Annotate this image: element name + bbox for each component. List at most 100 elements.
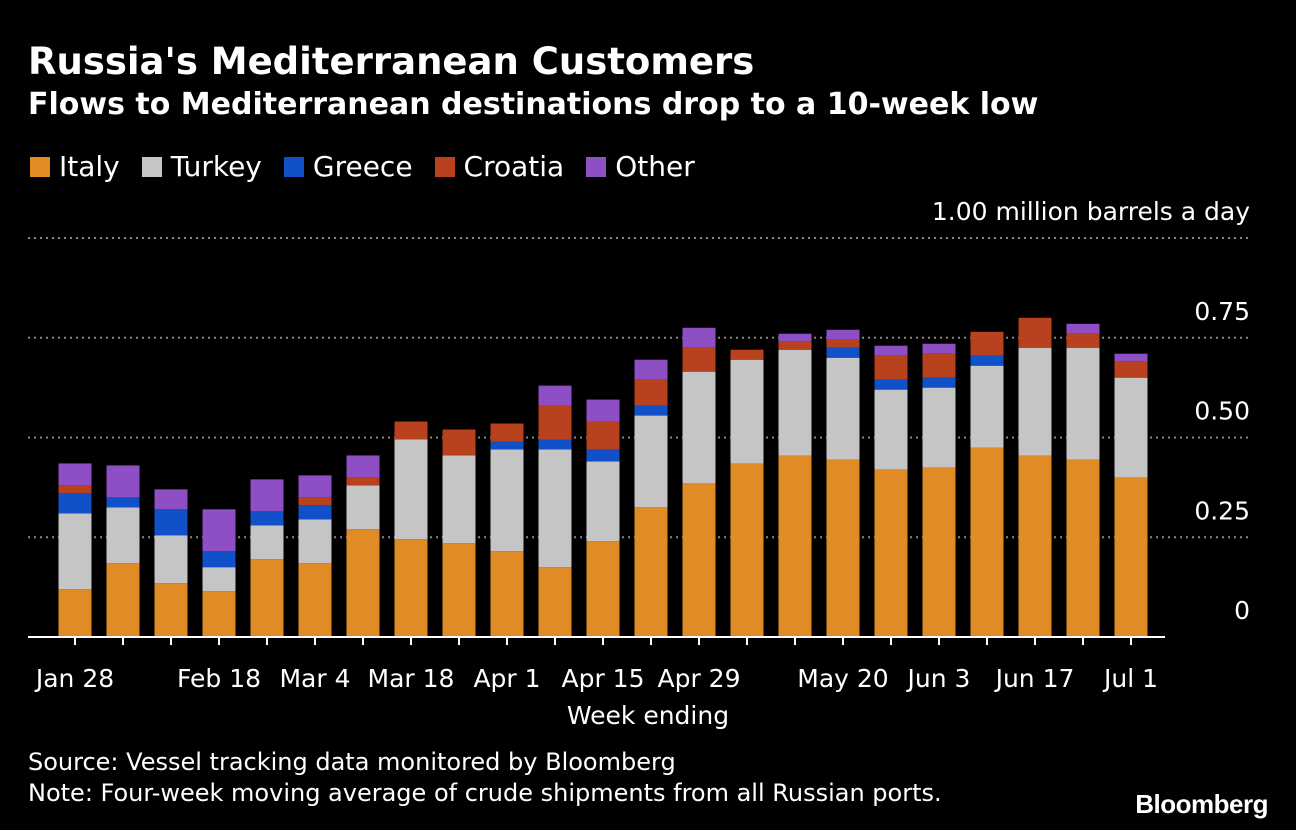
bar-segment-turkey <box>1066 347 1100 460</box>
bar-segment-other <box>682 327 716 348</box>
bar-segment-other <box>826 329 860 340</box>
x-tick-label: Jun 17 <box>994 664 1075 693</box>
bar-segment-other <box>586 399 620 422</box>
bar-segment-other <box>634 359 668 380</box>
y-tick-label: 0.25 <box>1194 496 1250 525</box>
bar-segment-other <box>202 509 236 552</box>
bar-segment-turkey <box>778 349 812 456</box>
bar-segment-turkey <box>682 371 716 484</box>
bar-segment-croatia <box>922 353 956 378</box>
bar-segment-turkey <box>874 389 908 470</box>
bar-segment-croatia <box>490 423 524 442</box>
bar-segment-italy <box>1066 459 1100 637</box>
bar-segment-other <box>154 489 188 510</box>
bar-segment-croatia <box>298 497 332 506</box>
bar-segment-italy <box>202 591 236 637</box>
bar-segment-turkey <box>106 507 140 564</box>
bar-segment-italy <box>1114 477 1148 637</box>
bar-segment-croatia <box>778 341 812 350</box>
bar-segment-croatia <box>346 477 380 486</box>
legend-label-greece: Greece <box>312 150 413 183</box>
bar-segment-croatia <box>826 339 860 348</box>
chart-title: Russia's Mediterranean Customers <box>28 40 755 83</box>
bloomberg-logo: Bloomberg <box>1135 789 1268 819</box>
bar-segment-turkey <box>586 461 620 542</box>
legend-label-italy: Italy <box>59 150 120 183</box>
legend-label-turkey: Turkey <box>170 150 262 183</box>
bar-segment-italy <box>442 543 476 637</box>
bar-segment-turkey <box>634 415 668 508</box>
bar-segment-italy <box>586 541 620 637</box>
bar-segment-italy <box>778 455 812 637</box>
bar-segment-italy <box>634 507 668 637</box>
bar-segment-italy <box>970 447 1004 637</box>
legend-item-croatia: Croatia <box>434 150 565 183</box>
bar-segment-greece <box>106 497 140 508</box>
bar-segment-italy <box>154 583 188 637</box>
bar-segment-other <box>922 343 956 354</box>
bar-segment-croatia <box>874 355 908 380</box>
legend-label-croatia: Croatia <box>463 150 565 183</box>
x-tick-label: Apr 29 <box>657 664 740 693</box>
bar-segment-croatia <box>970 331 1004 356</box>
bar-segment-croatia <box>634 379 668 406</box>
legend-swatch-other <box>586 156 607 177</box>
bar-segment-turkey <box>970 365 1004 448</box>
bar-segment-croatia <box>1018 317 1052 348</box>
legend-swatch-turkey <box>141 156 162 177</box>
legend-item-greece: Greece <box>283 150 413 183</box>
x-tick-label: Jul 1 <box>1102 664 1158 693</box>
bar-segment-greece <box>538 439 572 450</box>
x-axis-title: Week ending <box>567 701 729 730</box>
bar-segment-italy <box>682 483 716 637</box>
bar-segment-greece <box>970 355 1004 366</box>
bar-segment-other <box>778 333 812 342</box>
bar-segment-croatia <box>730 349 764 360</box>
bar-segment-greece <box>586 449 620 462</box>
bar-segment-croatia <box>1114 361 1148 378</box>
y-tick-label: 0 <box>1234 596 1250 625</box>
chart-subtitle: Flows to Mediterranean destinations drop… <box>28 87 1039 122</box>
bar-segment-greece <box>58 493 92 514</box>
bar-segment-turkey <box>298 519 332 564</box>
footnote: Note: Four-week moving average of crude … <box>28 779 942 807</box>
x-tick-label: Jun 3 <box>906 664 971 693</box>
bar-segment-turkey <box>346 485 380 530</box>
legend-swatch-croatia <box>434 156 455 177</box>
bar-segment-other <box>874 345 908 356</box>
bar-segment-turkey <box>922 387 956 468</box>
x-tick-label: Apr 15 <box>561 664 644 693</box>
bar-segment-greece <box>298 505 332 520</box>
bar-segment-italy <box>394 539 428 637</box>
legend-item-turkey: Turkey <box>141 150 262 183</box>
legend-swatch-greece <box>283 156 304 177</box>
bar-segment-italy <box>490 551 524 637</box>
y-unit-label: 1.00 million barrels a day <box>932 197 1250 226</box>
bar-segment-greece <box>826 347 860 358</box>
x-tick-label: Apr 1 <box>473 664 540 693</box>
x-tick-label: Mar 4 <box>279 664 350 693</box>
bar-segment-italy <box>346 529 380 637</box>
legend: Italy Turkey Greece Croatia Other <box>30 150 717 183</box>
legend-item-other: Other <box>586 150 695 183</box>
bar-segment-other <box>1066 323 1100 334</box>
bar-segment-italy <box>730 463 764 637</box>
bar-segment-other <box>538 385 572 406</box>
bar-segment-turkey <box>202 567 236 592</box>
bar-segment-italy <box>298 563 332 637</box>
x-tick-label: May 20 <box>797 664 888 693</box>
bar-segment-other <box>1114 353 1148 362</box>
bar-segment-greece <box>874 379 908 390</box>
bar-segment-greece <box>922 377 956 388</box>
bar-segment-italy <box>874 469 908 637</box>
bar-segment-greece <box>490 441 524 450</box>
x-tick-label: Mar 18 <box>368 664 455 693</box>
bar-segment-turkey <box>730 359 764 464</box>
bar-segment-turkey <box>250 525 284 560</box>
bar-segment-turkey <box>442 455 476 544</box>
bar-segment-greece <box>202 551 236 568</box>
bar-segment-other <box>58 463 92 486</box>
bar-segment-other <box>106 465 140 498</box>
bar-segment-turkey <box>826 357 860 460</box>
bar-segment-croatia <box>538 405 572 440</box>
